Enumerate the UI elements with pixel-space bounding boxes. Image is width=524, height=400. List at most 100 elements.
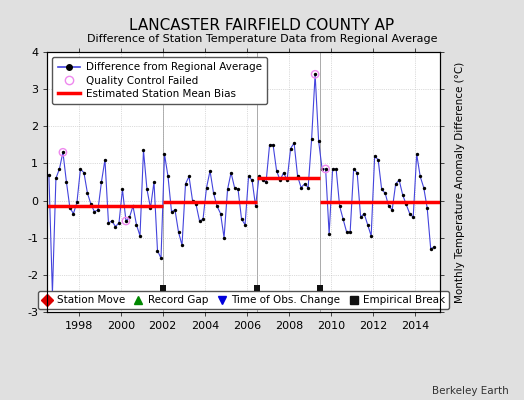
Point: [316, 285, 324, 291]
Point: [139, 147, 148, 154]
Point: [90, 208, 99, 215]
Point: [48, 290, 57, 297]
Point: [252, 203, 260, 209]
Point: [171, 207, 179, 213]
Point: [258, 177, 267, 183]
Point: [353, 170, 362, 176]
Point: [234, 186, 242, 193]
Point: [269, 142, 277, 148]
Point: [111, 223, 119, 230]
Point: [329, 166, 337, 172]
Y-axis label: Monthly Temperature Anomaly Difference (°C): Monthly Temperature Anomaly Difference (…: [455, 61, 465, 303]
Point: [332, 166, 340, 172]
Point: [231, 184, 239, 191]
Point: [195, 218, 204, 224]
Point: [167, 208, 176, 215]
Point: [374, 156, 383, 163]
Point: [395, 177, 403, 183]
Point: [104, 220, 113, 226]
Point: [122, 218, 130, 224]
Point: [154, 248, 162, 254]
Point: [192, 201, 200, 208]
Point: [206, 168, 214, 174]
Point: [181, 181, 190, 187]
Point: [45, 171, 53, 178]
Point: [87, 201, 95, 208]
Point: [237, 216, 246, 222]
Point: [62, 179, 71, 185]
Point: [132, 222, 140, 228]
Point: [202, 184, 211, 191]
Point: [423, 205, 431, 211]
Point: [335, 203, 344, 209]
Point: [388, 207, 396, 213]
Point: [146, 205, 155, 211]
Point: [80, 170, 88, 176]
Point: [76, 166, 84, 172]
Point: [325, 231, 333, 237]
Point: [262, 179, 270, 185]
Point: [385, 203, 393, 209]
Point: [248, 177, 256, 183]
Point: [73, 199, 81, 206]
Point: [136, 233, 144, 239]
Legend: Station Move, Record Gap, Time of Obs. Change, Empirical Break: Station Move, Record Gap, Time of Obs. C…: [38, 291, 450, 309]
Point: [356, 214, 365, 220]
Point: [244, 173, 253, 180]
Point: [314, 138, 323, 144]
Point: [188, 197, 196, 204]
Point: [367, 233, 375, 239]
Point: [364, 222, 372, 228]
Point: [101, 156, 109, 163]
Point: [430, 244, 439, 250]
Point: [125, 214, 134, 220]
Point: [311, 71, 319, 78]
Point: [293, 173, 302, 180]
Point: [283, 177, 291, 183]
Point: [377, 186, 386, 193]
Point: [272, 168, 281, 174]
Point: [83, 190, 92, 196]
Point: [308, 136, 316, 142]
Point: [427, 246, 435, 252]
Point: [343, 229, 351, 235]
Point: [321, 166, 330, 172]
Point: [255, 173, 263, 180]
Point: [398, 192, 407, 198]
Point: [346, 229, 354, 235]
Point: [59, 149, 67, 156]
Point: [279, 170, 288, 176]
Point: [159, 285, 167, 291]
Point: [66, 205, 74, 211]
Point: [339, 216, 347, 222]
Point: [318, 166, 326, 172]
Point: [412, 151, 421, 157]
Point: [370, 153, 379, 159]
Point: [115, 220, 123, 226]
Point: [265, 142, 274, 148]
Point: [94, 207, 102, 213]
Point: [220, 234, 228, 241]
Text: Difference of Station Temperature Data from Regional Average: Difference of Station Temperature Data f…: [87, 34, 437, 44]
Point: [350, 166, 358, 172]
Point: [59, 149, 67, 156]
Point: [199, 216, 207, 222]
Point: [143, 186, 151, 193]
Point: [122, 218, 130, 224]
Point: [160, 151, 169, 157]
Point: [360, 210, 368, 217]
Point: [55, 166, 63, 172]
Point: [321, 166, 330, 172]
Point: [304, 184, 312, 191]
Point: [157, 255, 165, 261]
Point: [241, 222, 249, 228]
Point: [391, 181, 400, 187]
Point: [210, 190, 218, 196]
Point: [69, 210, 78, 217]
Point: [52, 175, 60, 182]
Point: [108, 218, 116, 224]
Point: [164, 173, 172, 180]
Text: Berkeley Earth: Berkeley Earth: [432, 386, 508, 396]
Point: [416, 173, 424, 180]
Point: [213, 203, 221, 209]
